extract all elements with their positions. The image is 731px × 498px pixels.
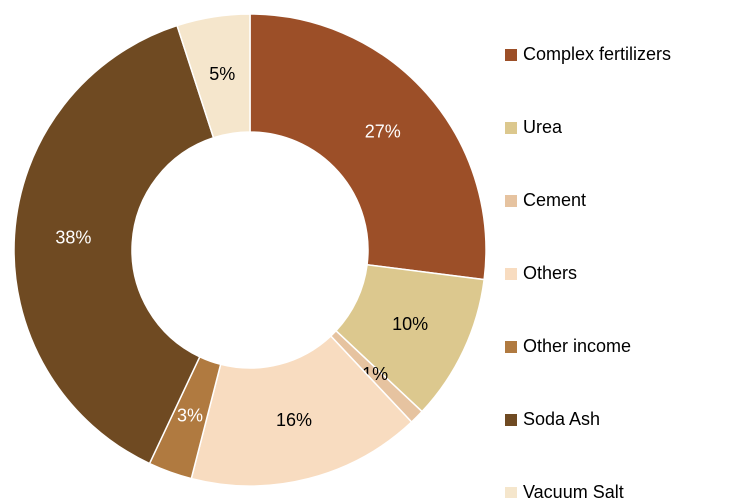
- donut-slice: [249, 13, 487, 281]
- data-label: 16%: [276, 410, 312, 430]
- legend-label: Other income: [523, 336, 631, 356]
- legend-swatch: [505, 49, 517, 61]
- legend-label: Urea: [523, 117, 563, 137]
- legend-label: Others: [523, 263, 577, 283]
- legend-label: Cement: [523, 190, 586, 210]
- data-label: 3%: [177, 405, 203, 425]
- legend-swatch: [505, 414, 517, 426]
- legend-swatch: [505, 487, 517, 498]
- donut-slice: [190, 334, 413, 487]
- legend-swatch: [505, 195, 517, 207]
- legend-swatch: [505, 268, 517, 280]
- data-label: 27%: [365, 122, 401, 142]
- legend-label: Vacuum Salt: [523, 482, 624, 498]
- legend-swatch: [505, 122, 517, 134]
- donut-slice: [176, 13, 251, 139]
- legend-label: Soda Ash: [523, 409, 600, 429]
- donut-slice: [13, 24, 215, 465]
- data-label: 10%: [392, 314, 428, 334]
- legend-label: Complex fertilizers: [523, 44, 671, 64]
- data-label: 38%: [55, 228, 91, 248]
- data-label: 5%: [209, 64, 235, 84]
- legend-swatch: [505, 341, 517, 353]
